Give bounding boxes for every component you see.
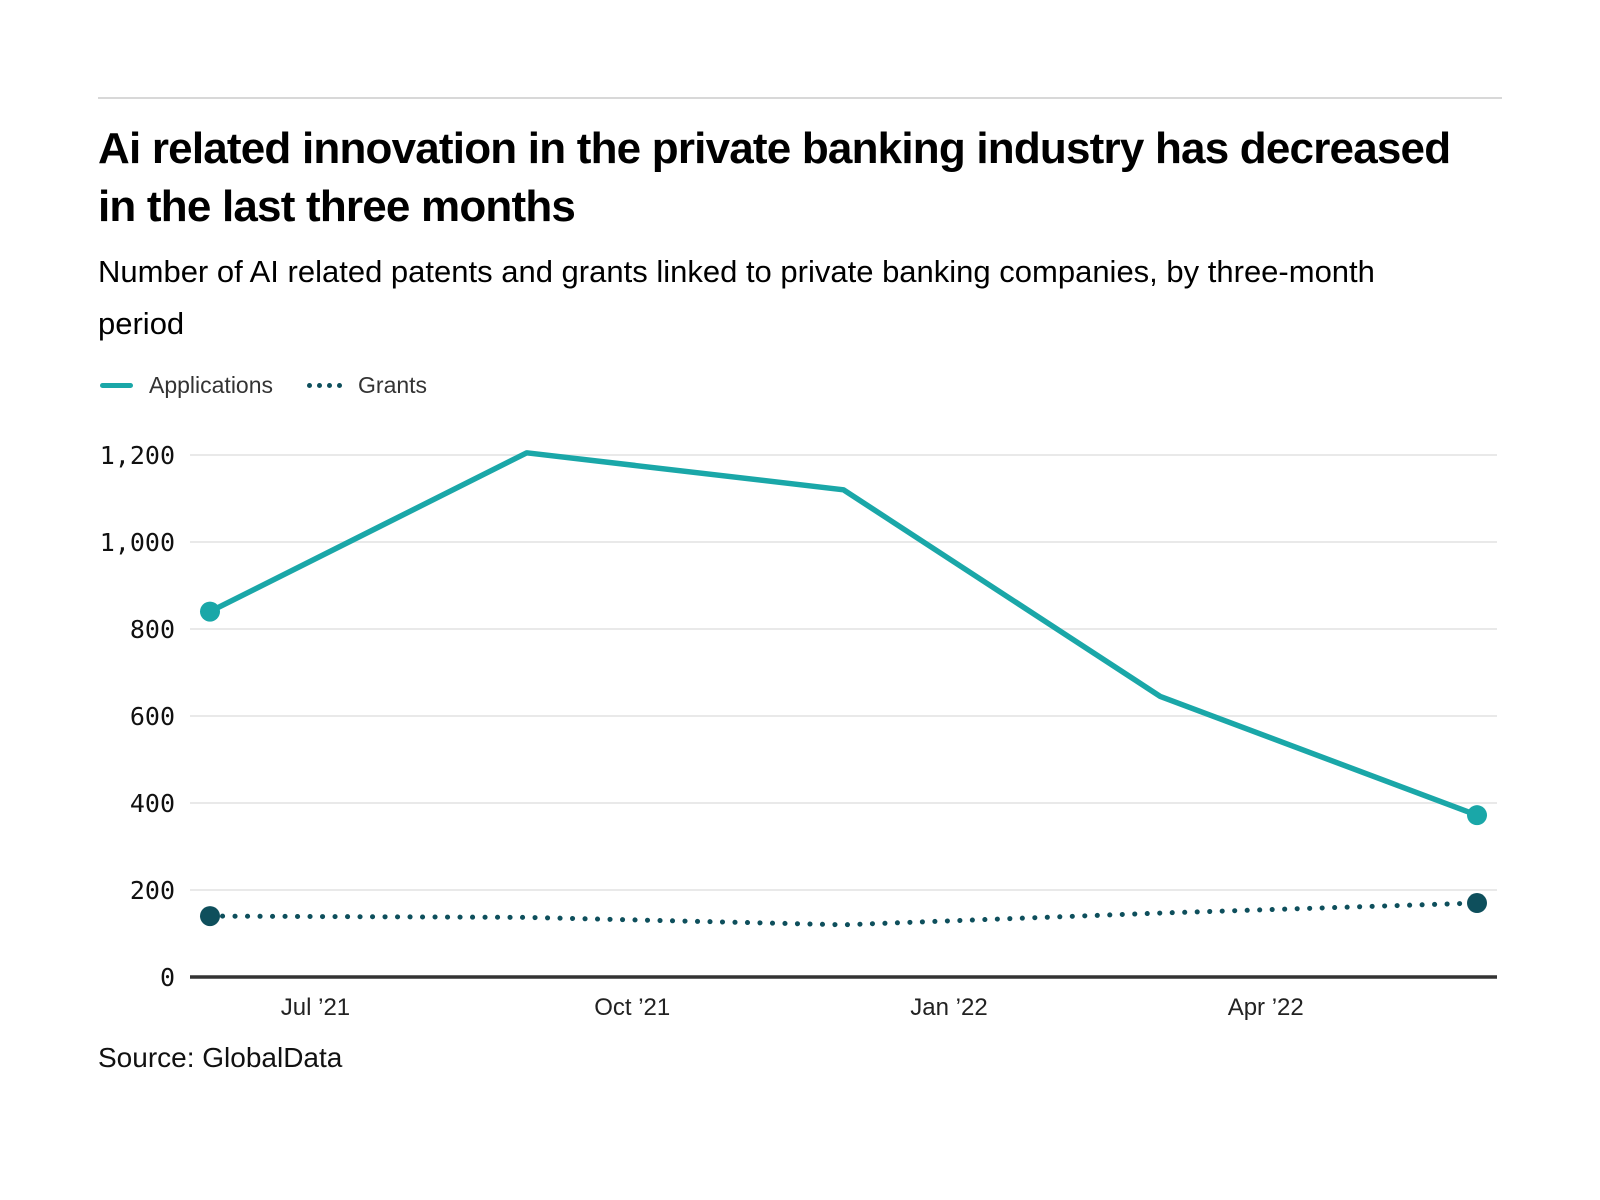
grants-endpoint-marker [200, 906, 220, 927]
grants-dotted-swatch [307, 383, 343, 388]
applications-endpoint-marker [1467, 805, 1487, 826]
source-note: Source: GlobalData [98, 1042, 343, 1073]
top-divider [98, 97, 1502, 99]
applications-line [207, 450, 1480, 818]
grants-endpoint-marker [1467, 893, 1487, 914]
y-tick-label: 1,200 [100, 441, 175, 470]
applications-line-swatch [100, 383, 133, 388]
x-tick-label: Apr ’22 [1228, 994, 1304, 1021]
y-tick-label: 0 [160, 963, 175, 992]
legend-item-grants: Grants [307, 372, 427, 399]
x-tick-label: Jul ’21 [281, 994, 350, 1021]
y-tick-label: 800 [130, 615, 175, 644]
legend-label-applications: Applications [149, 372, 274, 398]
y-tick-label: 200 [130, 876, 175, 905]
legend: Applications Grants [100, 372, 427, 399]
chart-title: Ai related innovation in the private ban… [98, 124, 1451, 231]
chart-subtitle: Number of AI related patents and grants … [98, 254, 1375, 341]
y-tick-label: 1,000 [100, 528, 175, 557]
y-tick-label: 400 [130, 789, 175, 818]
y-tick-label: 600 [130, 702, 175, 731]
legend-item-applications: Applications [100, 372, 273, 399]
legend-label-grants: Grants [358, 372, 428, 398]
applications-endpoint-marker [200, 601, 220, 622]
x-tick-label: Jan ’22 [910, 994, 987, 1021]
x-tick-label: Oct ’21 [594, 994, 670, 1021]
line-chart: 0 200 400 600 800 1,000 1,200 Jul ’21 Oct ’21 Jan… [100, 441, 1497, 1021]
grants-line [207, 900, 1480, 928]
